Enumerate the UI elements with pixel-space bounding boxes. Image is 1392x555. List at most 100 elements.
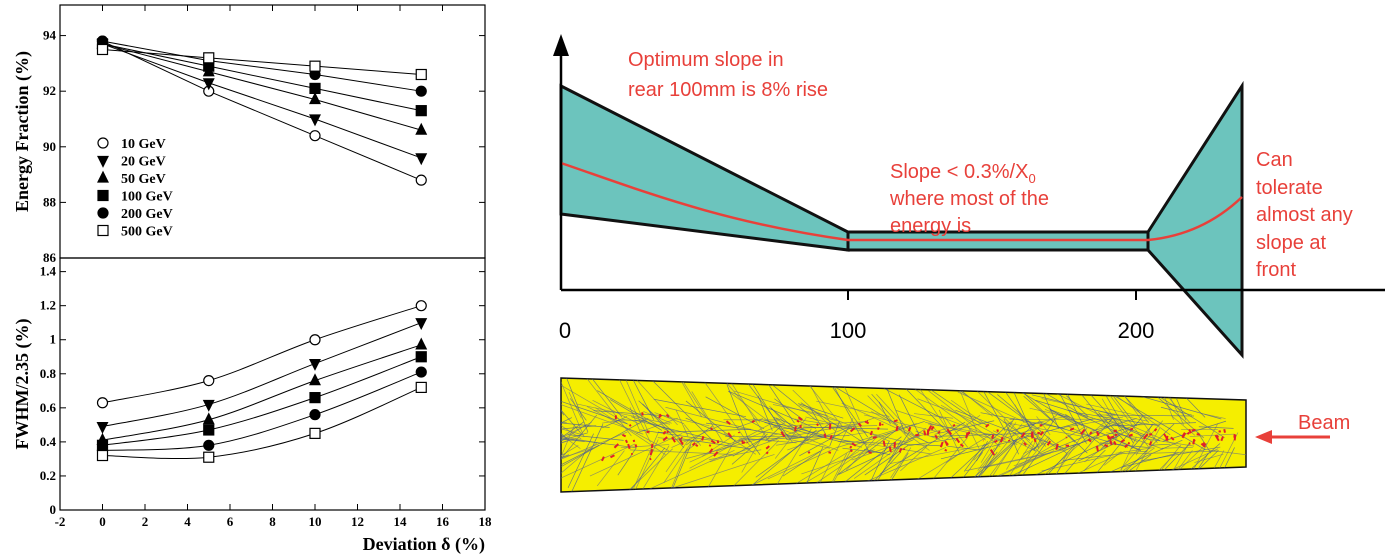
- axis-arrow: [553, 34, 569, 56]
- x-tick-label: 0: [99, 514, 106, 529]
- hit: [1170, 436, 1175, 441]
- note: slope at: [1256, 232, 1326, 254]
- x-tick-label: 14: [394, 514, 408, 529]
- hit: [895, 425, 899, 432]
- track: [1062, 450, 1148, 461]
- x-tick-label: 4: [184, 514, 191, 529]
- track: [561, 380, 582, 435]
- legend-label: 500 GeV: [121, 225, 173, 240]
- note: front: [1256, 259, 1296, 281]
- marker: [309, 427, 321, 439]
- hit: [1104, 444, 1109, 448]
- y-tick-label: 0.8: [40, 366, 57, 381]
- track: [708, 449, 762, 461]
- track: [610, 399, 663, 431]
- track: [999, 383, 1043, 445]
- series-line: [102, 322, 422, 428]
- track: [1006, 440, 1025, 470]
- marker: [415, 153, 428, 166]
- hit: [991, 434, 995, 439]
- track: [686, 433, 779, 459]
- hit: [989, 449, 996, 456]
- rear-section: [559, 83, 850, 252]
- track: [671, 424, 722, 448]
- hit: [1039, 431, 1044, 436]
- track: [842, 447, 885, 454]
- hit: [1107, 436, 1112, 441]
- track: [1160, 444, 1182, 471]
- hit: [955, 437, 961, 444]
- note: energy is: [890, 215, 971, 237]
- x-tick-label: 10: [309, 514, 322, 529]
- track: [561, 439, 563, 463]
- marker: [96, 397, 109, 409]
- hit: [1202, 441, 1207, 446]
- hit: [641, 412, 644, 416]
- track: [805, 416, 907, 443]
- hit: [923, 430, 927, 436]
- hit: [649, 457, 652, 461]
- track: [561, 403, 644, 435]
- hit: [765, 445, 770, 450]
- track: [1023, 395, 1054, 422]
- hit: [701, 435, 705, 441]
- track: [747, 446, 830, 488]
- track: [561, 417, 649, 472]
- track: [1044, 408, 1141, 451]
- y-tick-label: 0.4: [40, 434, 57, 449]
- track: [1086, 403, 1153, 420]
- marker: [309, 334, 321, 346]
- y-tick-label: 86: [43, 250, 57, 265]
- hit: [1149, 441, 1153, 446]
- hit: [1020, 432, 1026, 439]
- track: [968, 378, 1006, 432]
- track: [1121, 452, 1179, 468]
- marker: [309, 92, 321, 105]
- track: [945, 450, 965, 464]
- x-tick-label: 18: [479, 514, 493, 529]
- track: [900, 445, 928, 472]
- hit: [927, 425, 933, 432]
- track: [1141, 446, 1221, 462]
- track: [1098, 412, 1125, 442]
- track: [1161, 446, 1193, 449]
- hit: [1120, 438, 1126, 443]
- track: [617, 447, 637, 476]
- hit: [869, 430, 873, 436]
- track: [596, 450, 625, 487]
- hit: [1046, 440, 1052, 446]
- track: [561, 384, 564, 438]
- axis-label: 200: [1118, 318, 1155, 343]
- hit: [1113, 440, 1117, 446]
- track: [561, 447, 594, 480]
- track: [1115, 447, 1154, 454]
- track: [799, 426, 853, 457]
- track: [736, 418, 764, 428]
- series-line: [102, 344, 422, 441]
- track: [837, 423, 917, 448]
- series-line: [102, 43, 422, 112]
- hit: [646, 430, 650, 434]
- x-tick-label: 16: [436, 514, 450, 529]
- track: [794, 418, 824, 424]
- track: [845, 436, 878, 471]
- track: [1150, 443, 1171, 446]
- track: [642, 403, 685, 448]
- hit: [1128, 433, 1133, 437]
- track: [561, 443, 636, 479]
- track: [805, 381, 843, 427]
- hit: [1095, 431, 1100, 437]
- marker: [203, 451, 215, 463]
- hit: [996, 429, 999, 432]
- track: [705, 396, 765, 430]
- track: [709, 438, 778, 463]
- hit: [1095, 445, 1099, 452]
- track: [1040, 426, 1110, 455]
- series-line: [102, 305, 422, 404]
- hit: [1192, 438, 1196, 445]
- track: [689, 378, 751, 448]
- series-line: [102, 40, 422, 92]
- marker: [309, 392, 321, 404]
- track: [597, 390, 670, 433]
- track: [867, 395, 911, 441]
